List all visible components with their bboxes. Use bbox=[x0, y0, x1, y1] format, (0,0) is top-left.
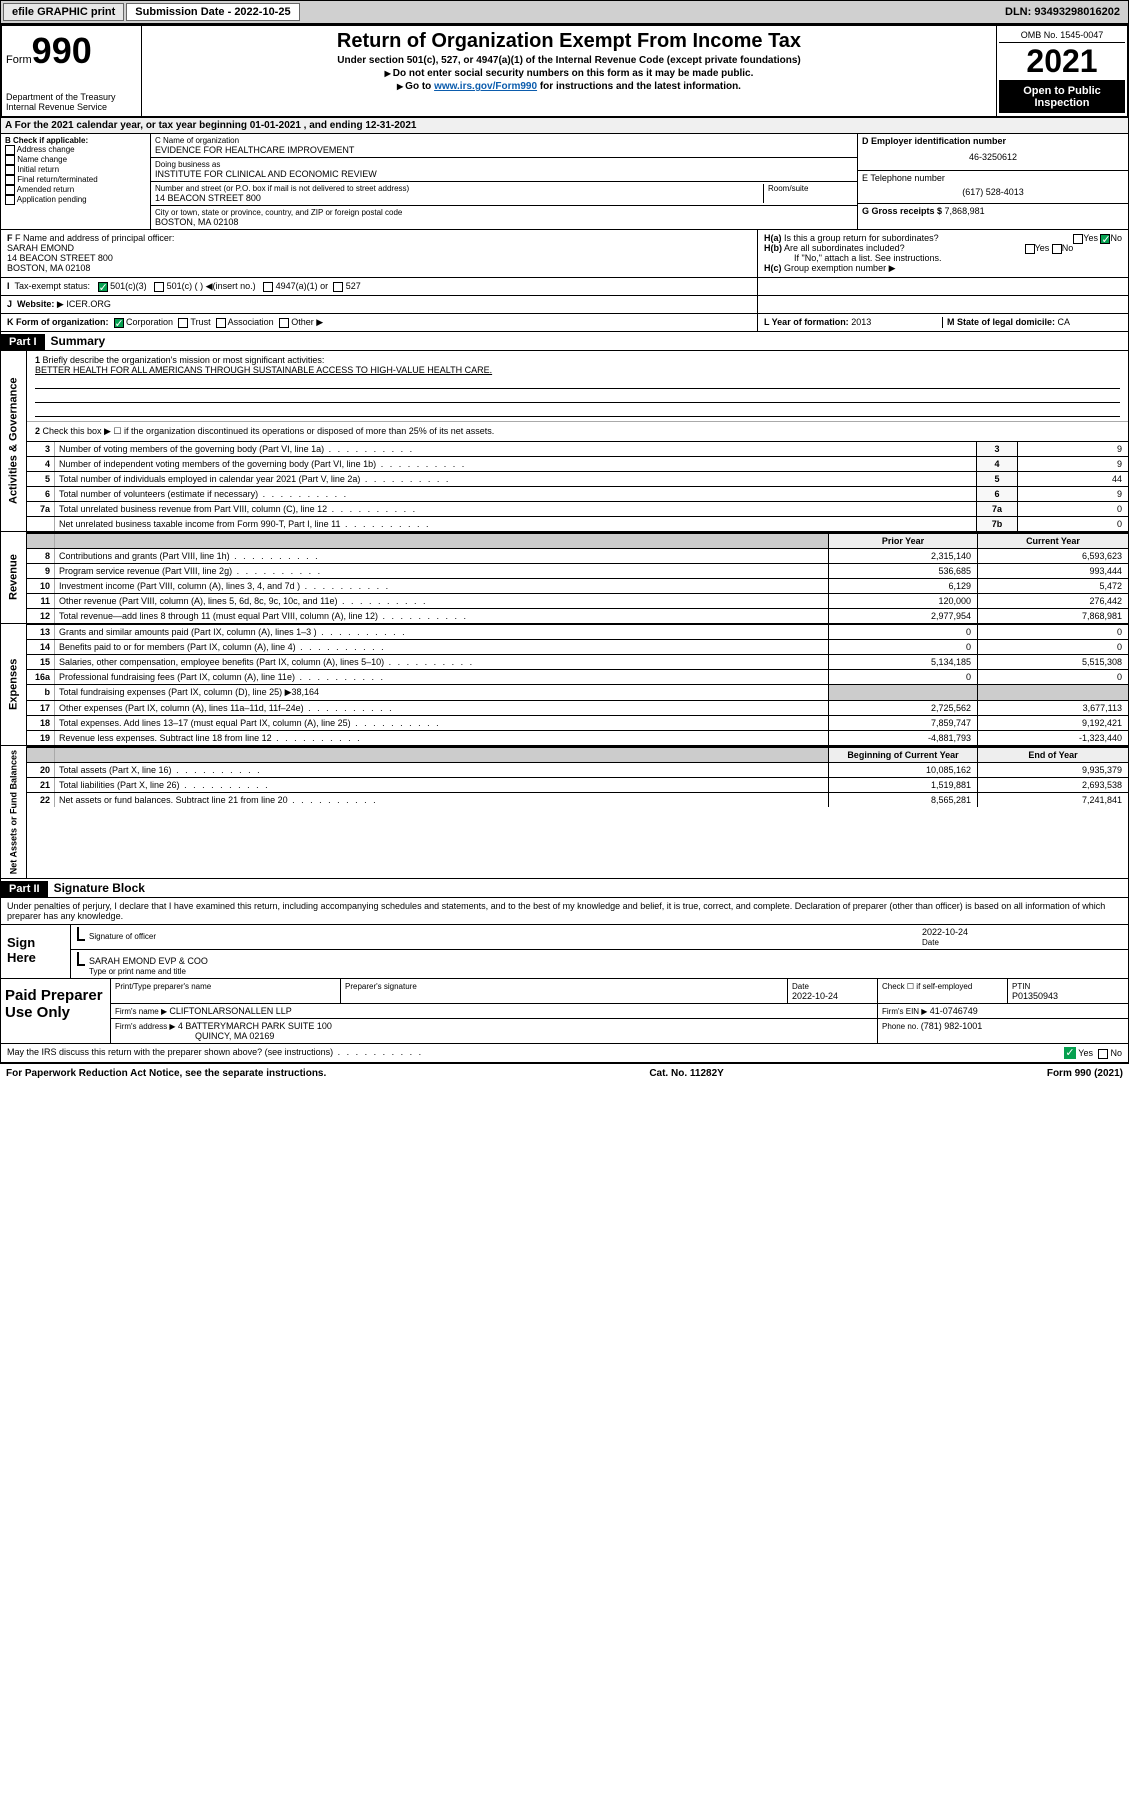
line-7a: 7aTotal unrelated business revenue from … bbox=[27, 501, 1128, 516]
street-address: 14 BEACON STREET 800 bbox=[155, 193, 763, 203]
form-header: Form990 Department of the Treasury Inter… bbox=[0, 24, 1129, 118]
part-1-revenue: Revenue Prior Year Current Year 8Contrib… bbox=[0, 532, 1129, 624]
open-to-public: Open to Public Inspection bbox=[999, 81, 1125, 113]
form-title: Return of Organization Exempt From Incom… bbox=[146, 30, 992, 53]
checkbox-name-change[interactable]: Name change bbox=[5, 155, 146, 165]
line-4: 4Number of independent voting members of… bbox=[27, 456, 1128, 471]
line-10: 10Investment income (Part VIII, column (… bbox=[27, 578, 1128, 593]
row-k-lm: K Form of organization: Corporation Trus… bbox=[0, 314, 1129, 332]
perjury-declaration: Under penalties of perjury, I declare th… bbox=[0, 898, 1129, 925]
line-3: 3Number of voting members of the governi… bbox=[27, 441, 1128, 456]
page-footer: For Paperwork Reduction Act Notice, see … bbox=[0, 1063, 1129, 1083]
line-15: 15Salaries, other compensation, employee… bbox=[27, 654, 1128, 669]
firm-address: 4 BATTERYMARCH PARK SUITE 100 bbox=[178, 1021, 332, 1031]
officer-name: SARAH EMOND bbox=[7, 243, 74, 253]
side-netassets: Net Assets or Fund Balances bbox=[1, 746, 27, 878]
ein: 46-3250612 bbox=[862, 146, 1124, 168]
line-5: 5Total number of individuals employed in… bbox=[27, 471, 1128, 486]
line-6: 6Total number of volunteers (estimate if… bbox=[27, 486, 1128, 501]
paid-preparer-block: Paid Preparer Use Only Print/Type prepar… bbox=[0, 979, 1129, 1044]
line-22: 22Net assets or fund balances. Subtract … bbox=[27, 792, 1128, 807]
subtitle-1: Under section 501(c), 527, or 4947(a)(1)… bbox=[146, 55, 992, 66]
line-7b: Net unrelated business taxable income fr… bbox=[27, 516, 1128, 531]
discuss-row: May the IRS discuss this return with the… bbox=[0, 1044, 1129, 1063]
side-governance: Activities & Governance bbox=[1, 351, 27, 531]
line-16a: 16aProfessional fundraising fees (Part I… bbox=[27, 669, 1128, 684]
line-14: 14Benefits paid to or for members (Part … bbox=[27, 639, 1128, 654]
section-bcde: B Check if applicable: Address change Na… bbox=[0, 134, 1129, 230]
line-8: 8Contributions and grants (Part VIII, li… bbox=[27, 548, 1128, 563]
subtitle-2: Do not enter social security numbers on … bbox=[146, 68, 992, 79]
part-1-expenses: Expenses 13Grants and similar amounts pa… bbox=[0, 624, 1129, 746]
subtitle-3: Go to www.irs.gov/Form990 for instructio… bbox=[146, 81, 992, 92]
part-1-header: Part ISummary bbox=[0, 332, 1129, 351]
col-de: D Employer identification number46-32506… bbox=[858, 134, 1128, 229]
line-11: 11Other revenue (Part VIII, column (A), … bbox=[27, 593, 1128, 608]
row-f-h: F F Name and address of principal office… bbox=[0, 230, 1129, 278]
col-b: B Check if applicable: Address change Na… bbox=[1, 134, 151, 229]
checkbox-application-pending[interactable]: Application pending bbox=[5, 195, 146, 205]
gross-receipts: 7,868,981 bbox=[945, 206, 985, 216]
checkbox-final-return-terminated[interactable]: Final return/terminated bbox=[5, 175, 146, 185]
irs: Internal Revenue Service bbox=[6, 102, 137, 112]
phone: (617) 528-4013 bbox=[862, 183, 1124, 201]
city-state-zip: BOSTON, MA 02108 bbox=[155, 217, 853, 227]
ptin: P01350943 bbox=[1012, 991, 1058, 1001]
irs-link[interactable]: www.irs.gov/Form990 bbox=[434, 81, 537, 92]
line-12: 12Total revenue—add lines 8 through 11 (… bbox=[27, 608, 1128, 623]
dln: DLN: 93493298016202 bbox=[1005, 6, 1126, 18]
omb-number: OMB No. 1545-0047 bbox=[999, 28, 1125, 43]
side-expenses: Expenses bbox=[1, 624, 27, 745]
submission-date: Submission Date - 2022-10-25 bbox=[126, 3, 299, 21]
part-1-governance: Activities & Governance 1 Briefly descri… bbox=[0, 351, 1129, 532]
dba: INSTITUTE FOR CLINICAL AND ECONOMIC REVI… bbox=[155, 169, 853, 179]
officer-name-title: SARAH EMOND EVP & COO bbox=[89, 956, 208, 966]
line-18: 18Total expenses. Add lines 13–17 (must … bbox=[27, 715, 1128, 730]
dept-treasury: Department of the Treasury bbox=[6, 92, 137, 102]
efile-print-button[interactable]: efile GRAPHIC print bbox=[3, 3, 124, 21]
firm-ein: 41-0746749 bbox=[930, 1006, 978, 1016]
line-9: 9Program service revenue (Part VIII, lin… bbox=[27, 563, 1128, 578]
sign-date: 2022-10-24 bbox=[922, 927, 968, 937]
line-13: 13Grants and similar amounts paid (Part … bbox=[27, 624, 1128, 639]
firm-phone: (781) 982-1001 bbox=[921, 1021, 983, 1031]
sign-here-block: Sign Here Signature of officer 2022-10-2… bbox=[0, 925, 1129, 979]
mission-text: BETTER HEALTH FOR ALL AMERICANS THROUGH … bbox=[35, 365, 492, 375]
org-name: EVIDENCE FOR HEALTHCARE IMPROVEMENT bbox=[155, 145, 853, 155]
part-1-netassets: Net Assets or Fund Balances Beginning of… bbox=[0, 746, 1129, 879]
tax-year: 2021 bbox=[999, 43, 1125, 81]
line-a: A For the 2021 calendar year, or tax yea… bbox=[0, 118, 1129, 134]
row-i-j: I Tax-exempt status: 501(c)(3) 501(c) ( … bbox=[0, 278, 1129, 314]
part-2-header: Part IISignature Block bbox=[0, 879, 1129, 898]
preparer-date: 2022-10-24 bbox=[792, 991, 838, 1001]
checkbox-amended-return[interactable]: Amended return bbox=[5, 185, 146, 195]
line-17: 17Other expenses (Part IX, column (A), l… bbox=[27, 700, 1128, 715]
col-c: C Name of organizationEVIDENCE FOR HEALT… bbox=[151, 134, 858, 229]
line-19: 19Revenue less expenses. Subtract line 1… bbox=[27, 730, 1128, 745]
checkbox-initial-return[interactable]: Initial return bbox=[5, 165, 146, 175]
website[interactable]: ICER.ORG bbox=[66, 299, 111, 309]
year-formation: 2013 bbox=[851, 317, 871, 327]
state-domicile: CA bbox=[1058, 317, 1071, 327]
checkbox-address-change[interactable]: Address change bbox=[5, 145, 146, 155]
form-number: Form990 bbox=[6, 30, 137, 72]
line-21: 21Total liabilities (Part X, line 26)1,5… bbox=[27, 777, 1128, 792]
side-revenue: Revenue bbox=[1, 532, 27, 623]
toolbar: efile GRAPHIC print Submission Date - 20… bbox=[0, 0, 1129, 24]
firm-name: CLIFTONLARSONALLEN LLP bbox=[169, 1006, 291, 1016]
line-20: 20Total assets (Part X, line 16)10,085,1… bbox=[27, 762, 1128, 777]
